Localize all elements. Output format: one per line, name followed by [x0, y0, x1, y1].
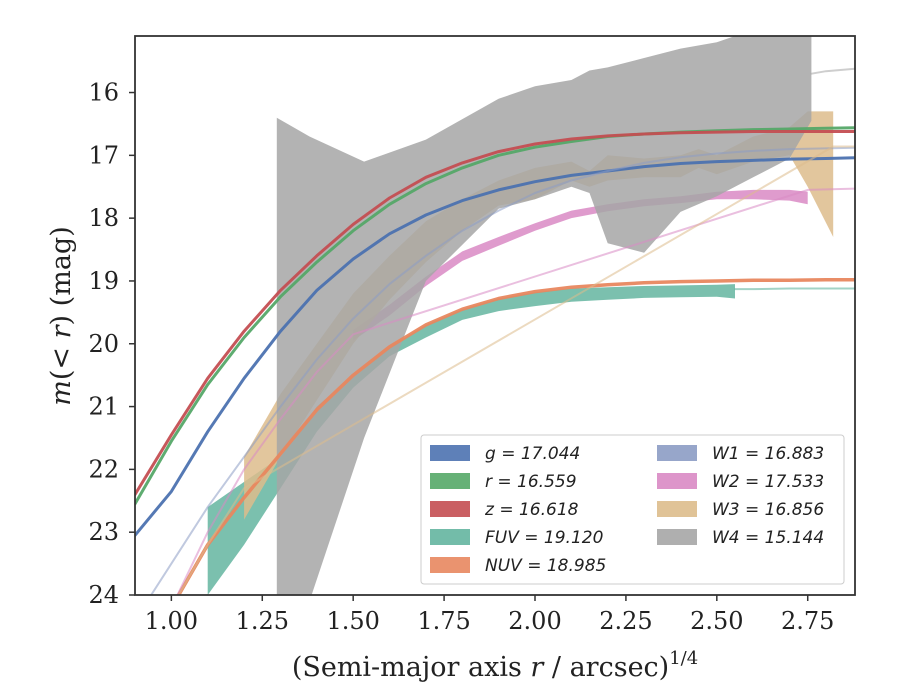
x-tick-label: 1.25: [236, 607, 289, 635]
x-tick-label: 1.00: [145, 607, 198, 635]
legend-swatch: [430, 557, 470, 573]
legend: g = 17.044 r = 16.559 z = 16.618 FUV = 19.1…: [420, 434, 845, 585]
y-tick-label: 16: [88, 79, 119, 107]
legend-swatch: [657, 445, 697, 461]
legend-label: z = 16.618: [484, 500, 579, 520]
legend-label: g = 17.044: [485, 444, 580, 464]
y-tick-label: 18: [88, 204, 119, 232]
plot-frame: [134, 35, 856, 596]
profile-line-w4: [810, 67, 855, 75]
profile-line-fuv: [734, 287, 855, 291]
y-tick-label: 21: [88, 393, 119, 421]
y-tick-label: 22: [88, 455, 119, 483]
band-w4: [276, 36, 812, 595]
x-axis-label: (Semi-major axis r / arcsec)1/4: [292, 648, 698, 683]
legend-label: FUV = 19.120: [485, 528, 603, 548]
x-tick-label: 1.75: [417, 607, 470, 635]
legend-swatch: [430, 445, 470, 461]
axes: 1.00 1.25 1.50 1.75 2.00 2.25 2.50 2.75 16 17 18 19…: [88, 79, 834, 635]
band-w2: [353, 189, 808, 341]
plot-area: [135, 36, 855, 595]
y-tick-label: 23: [88, 518, 119, 546]
legend-label: NUV = 18.985: [485, 556, 606, 576]
x-tick-label: 1.50: [326, 607, 379, 635]
profile-line-nuv: [176, 277, 855, 595]
legend-label: W2 = 17.533: [712, 472, 824, 492]
profile-line-g: [135, 156, 855, 537]
y-tick-label: 20: [88, 330, 119, 358]
profile-line-w3: [177, 145, 855, 595]
profile-line-w2: [176, 187, 855, 595]
y-axis-label: m(< r) (mag): [46, 226, 77, 405]
y-tick-label: 17: [88, 141, 119, 169]
y-tick-label: 19: [88, 267, 119, 295]
x-tick-label: 2.75: [781, 607, 834, 635]
x-tick-label: 2.00: [508, 607, 561, 635]
legend-swatch: [657, 473, 697, 489]
legend-label: r = 16.559: [485, 472, 577, 492]
legend-swatch: [430, 473, 470, 489]
legend-label: W3 = 16.856: [712, 500, 824, 520]
legend-label: W4 = 15.144: [712, 528, 824, 548]
legend-swatch: [657, 529, 697, 545]
profile-line-r: [135, 126, 855, 506]
legend-swatch: [430, 529, 470, 545]
legend-swatch: [657, 501, 697, 517]
legend-label: W1 = 16.883: [712, 444, 824, 464]
x-tick-label: 2.50: [690, 607, 743, 635]
x-tick-label: 2.25: [599, 607, 652, 635]
legend-swatch: [430, 501, 470, 517]
profile-line-z: [135, 130, 855, 496]
profile-line-w1: [149, 146, 855, 595]
y-tick-label: 24: [88, 581, 119, 609]
